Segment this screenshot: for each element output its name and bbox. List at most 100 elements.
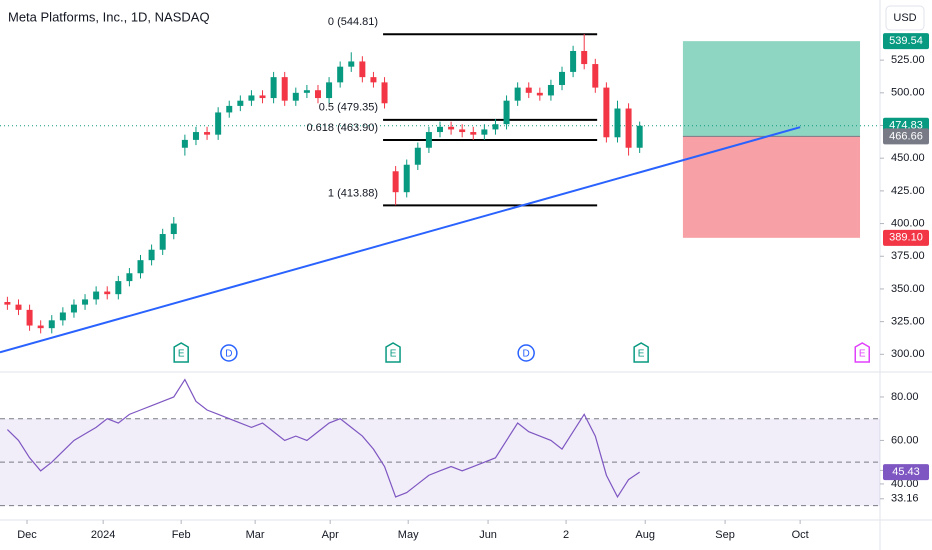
candle-body bbox=[303, 90, 310, 93]
currency[interactable]: USD bbox=[893, 12, 916, 24]
event-marker bbox=[633, 342, 649, 363]
event-marker bbox=[854, 342, 871, 363]
candle-body bbox=[326, 82, 333, 99]
candle-body bbox=[559, 71, 566, 85]
x-tick-label: May bbox=[398, 529, 419, 541]
candle-body bbox=[425, 132, 432, 148]
candle-body bbox=[381, 82, 388, 104]
price-tag-label: 466.66 bbox=[889, 130, 923, 142]
candle-body bbox=[270, 77, 277, 99]
candle-body bbox=[625, 108, 632, 148]
price-tag-label: 539.54 bbox=[889, 35, 923, 47]
candle-body bbox=[4, 302, 11, 305]
event-label: E bbox=[859, 349, 866, 360]
candle-body bbox=[93, 291, 100, 300]
candle-body bbox=[570, 50, 577, 72]
candle-body bbox=[337, 66, 344, 83]
candle-body bbox=[181, 139, 188, 148]
candle-body bbox=[448, 126, 455, 130]
y-tick-label: 525.00 bbox=[891, 54, 925, 66]
y-tick-label: 350.00 bbox=[891, 283, 925, 295]
price-tag bbox=[883, 229, 929, 246]
candle-body bbox=[525, 87, 532, 93]
candle-body bbox=[392, 171, 399, 193]
candle-body bbox=[536, 92, 543, 96]
rsi-tick-label: 60.00 bbox=[891, 434, 919, 446]
x-tick-label: Dec bbox=[17, 529, 37, 541]
candle-body bbox=[414, 147, 421, 165]
fib-label: 0 (544.81) bbox=[328, 16, 378, 28]
candle-body bbox=[459, 129, 466, 133]
event-marker bbox=[173, 342, 189, 363]
event-label: D bbox=[225, 349, 232, 360]
rsi-line bbox=[6, 378, 640, 499]
y-tick-label: 450.00 bbox=[891, 152, 925, 164]
y-tick-label: 300.00 bbox=[891, 348, 925, 360]
x-tick-label: 2 bbox=[563, 529, 569, 541]
event-marker bbox=[220, 344, 238, 362]
candle-body bbox=[547, 84, 554, 96]
candle-body bbox=[259, 95, 266, 99]
event-marker bbox=[385, 342, 401, 363]
fib-label: 0.618 (463.90) bbox=[306, 122, 378, 134]
candle-body bbox=[170, 223, 177, 235]
candle-body bbox=[314, 90, 321, 99]
x-tick-label: Aug bbox=[635, 529, 655, 541]
candle-body bbox=[359, 61, 366, 78]
candle-body bbox=[37, 325, 44, 329]
candle-body bbox=[204, 132, 211, 135]
event-label: E bbox=[638, 349, 645, 360]
x-tick-label: Sep bbox=[715, 529, 735, 541]
fib-label: 0.5 (479.35) bbox=[319, 102, 378, 114]
x-tick-label: Oct bbox=[792, 529, 809, 541]
candle-body bbox=[126, 273, 133, 282]
candle-body bbox=[403, 164, 410, 193]
candle-body bbox=[48, 320, 55, 329]
loss-zone bbox=[682, 136, 861, 238]
x-tick-label: Mar bbox=[246, 529, 265, 541]
rsi-tick-label: 80.00 bbox=[891, 391, 919, 403]
candle-body bbox=[159, 234, 166, 250]
price-tag bbox=[883, 33, 929, 50]
x-tick-label: Apr bbox=[322, 529, 339, 541]
event-marker bbox=[517, 344, 535, 362]
candle-body bbox=[492, 124, 499, 130]
candle-body bbox=[248, 95, 255, 101]
event-label: E bbox=[390, 349, 397, 360]
rsi-tick-label: 40.00 bbox=[891, 478, 919, 490]
price-tag-label: 389.10 bbox=[889, 232, 923, 244]
y-tick-label: 500.00 bbox=[891, 87, 925, 99]
candle-body bbox=[603, 87, 610, 138]
price-tag bbox=[883, 128, 929, 145]
x-tick-label: 2024 bbox=[91, 529, 115, 541]
candle-body bbox=[226, 105, 233, 113]
candle-body bbox=[148, 249, 155, 261]
x-tick-label: Jun bbox=[479, 529, 497, 541]
candle-body bbox=[292, 92, 299, 101]
candle-body bbox=[115, 281, 122, 295]
candle-body bbox=[348, 61, 355, 67]
candle-body bbox=[137, 260, 144, 274]
candle-body bbox=[370, 77, 377, 83]
fib-label: 1 (413.88) bbox=[328, 187, 378, 199]
currency-button[interactable] bbox=[885, 5, 925, 31]
candle-body bbox=[581, 50, 588, 65]
candle-body bbox=[70, 304, 77, 313]
price-tag-label: 474.83 bbox=[889, 120, 923, 132]
candle-body bbox=[15, 304, 22, 310]
candle-body bbox=[592, 64, 599, 88]
event-label: E bbox=[178, 349, 185, 360]
candle-body bbox=[470, 132, 477, 135]
rsi-tick-label: 33.16 bbox=[891, 493, 919, 505]
x-tick-label: Feb bbox=[172, 529, 191, 541]
candle-body bbox=[437, 126, 443, 133]
candle-body bbox=[514, 87, 521, 101]
candle-body bbox=[215, 112, 222, 135]
trend-line bbox=[0, 126, 801, 354]
candle-body bbox=[503, 100, 510, 125]
y-tick-label: 400.00 bbox=[891, 217, 925, 229]
rsi-tag-label: 45.43 bbox=[892, 466, 920, 478]
candle-body bbox=[104, 291, 111, 295]
candle-body bbox=[481, 129, 488, 135]
